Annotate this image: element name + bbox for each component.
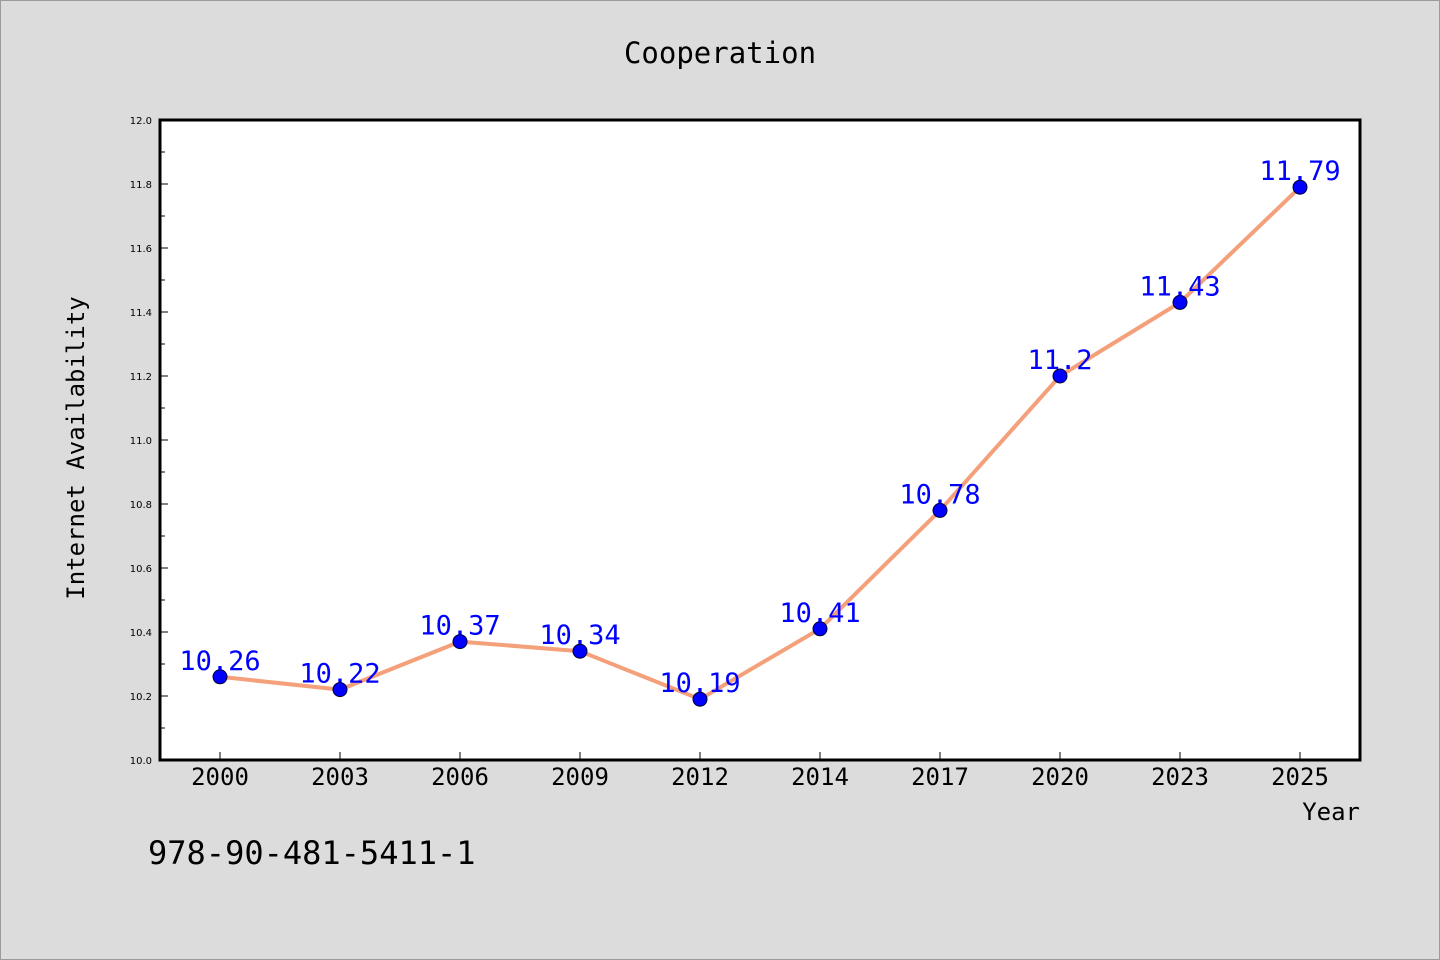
x-tick-label: 2023 [1151, 763, 1209, 791]
chart-title: Cooperation [624, 36, 816, 70]
data-point [332, 682, 348, 698]
data-series: 10.26 10.22 10.37 10.34 10.19 10.41 10.78 11.2 1… [179, 156, 1341, 707]
y-tick-label: 10.4 [130, 628, 152, 639]
y-tick-label: 12.0 [130, 116, 152, 127]
isbn-text: 978-90-481-5411-1 [148, 834, 476, 872]
data-point [1172, 294, 1188, 310]
data-point [692, 691, 708, 707]
data-point [812, 621, 828, 637]
plot-area [158, 118, 1362, 762]
data-label: 10.22 [299, 659, 380, 690]
y-tick-label: 11.2 [130, 372, 152, 383]
y-axis-label: Internet Availability [62, 296, 90, 599]
y-tick-label: 10.8 [130, 500, 152, 511]
data-label: 10.78 [899, 479, 980, 510]
data-label: 10.26 [179, 646, 260, 677]
x-tick-label: 2020 [1031, 763, 1089, 791]
data-point [932, 502, 948, 518]
data-point [452, 634, 468, 650]
data-label: 11.2 [1027, 345, 1092, 376]
y-tick-label: 10.6 [130, 564, 152, 575]
data-point [572, 643, 588, 659]
x-tick-label: 2017 [911, 763, 969, 791]
data-label: 10.41 [779, 598, 860, 629]
data-label: 10.34 [539, 620, 620, 651]
data-label: 11.79 [1259, 156, 1340, 187]
x-tick-label: 2025 [1271, 763, 1329, 791]
x-tick-label: 2014 [791, 763, 849, 791]
data-point [212, 669, 228, 685]
series-line [219, 185, 1302, 702]
data-point [1292, 179, 1308, 195]
y-tick-label: 11.4 [130, 308, 152, 319]
data-label: 10.37 [419, 611, 500, 642]
y-tick-label: 11.0 [130, 436, 152, 447]
x-axis-label: Year [1302, 798, 1360, 826]
x-tick-label: 2006 [431, 763, 489, 791]
y-axis: 10.0 10.2 10.4 10.6 10.8 11.0 11.2 11.4 11.6 11.8… [130, 116, 168, 767]
y-tick-label: 10.2 [130, 692, 152, 703]
data-label: 10.19 [659, 668, 740, 699]
y-tick-label: 11.8 [130, 180, 152, 191]
x-tick-label: 2003 [311, 763, 369, 791]
y-tick-label: 10.0 [130, 756, 152, 767]
x-tick-label: 2012 [671, 763, 729, 791]
x-tick-label: 2000 [191, 763, 249, 791]
x-tick-label: 2009 [551, 763, 609, 791]
x-axis: 2000 2003 2006 2009 2012 2014 2017 2020 2023 2025 [191, 752, 1329, 791]
data-point [1052, 368, 1068, 384]
y-tick-label: 11.6 [130, 244, 152, 255]
data-label: 11.43 [1139, 271, 1220, 302]
